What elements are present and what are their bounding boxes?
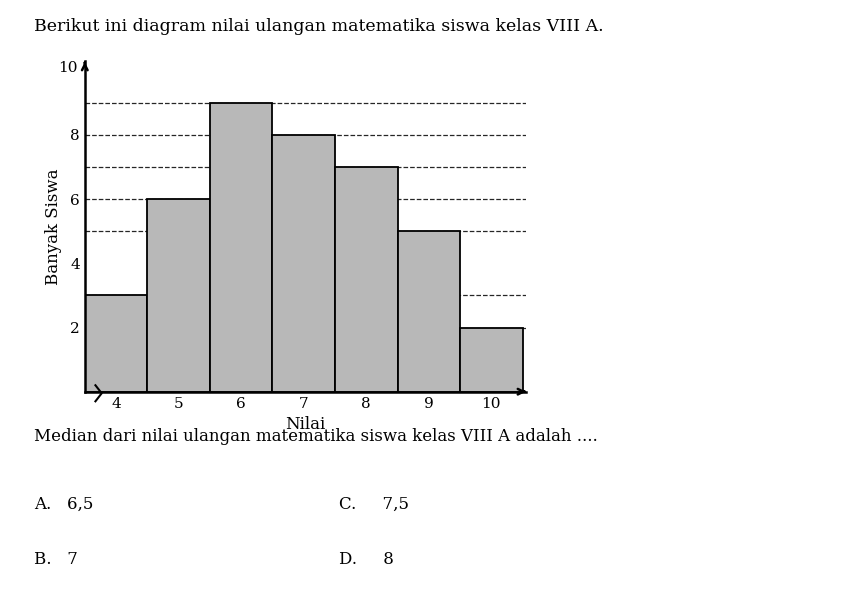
Bar bbox=[210, 103, 272, 392]
Bar bbox=[148, 199, 210, 392]
Bar bbox=[460, 327, 522, 392]
Bar bbox=[272, 135, 335, 392]
X-axis label: Nilai: Nilai bbox=[285, 416, 326, 433]
Bar bbox=[85, 296, 148, 392]
Text: C.     7,5: C. 7,5 bbox=[339, 496, 410, 513]
Text: B.   7: B. 7 bbox=[34, 551, 78, 568]
Text: 10: 10 bbox=[58, 61, 77, 75]
Text: D.     8: D. 8 bbox=[339, 551, 394, 568]
Text: Berikut ini diagram nilai ulangan matematika siswa kelas VIII A.: Berikut ini diagram nilai ulangan matema… bbox=[34, 18, 604, 35]
Text: A.   6,5: A. 6,5 bbox=[34, 496, 93, 513]
Y-axis label: Banyak Siswa: Banyak Siswa bbox=[45, 168, 62, 285]
Bar bbox=[335, 167, 398, 392]
Bar bbox=[398, 231, 460, 392]
Text: Median dari nilai ulangan matematika siswa kelas VIII A adalah ....: Median dari nilai ulangan matematika sis… bbox=[34, 428, 598, 446]
